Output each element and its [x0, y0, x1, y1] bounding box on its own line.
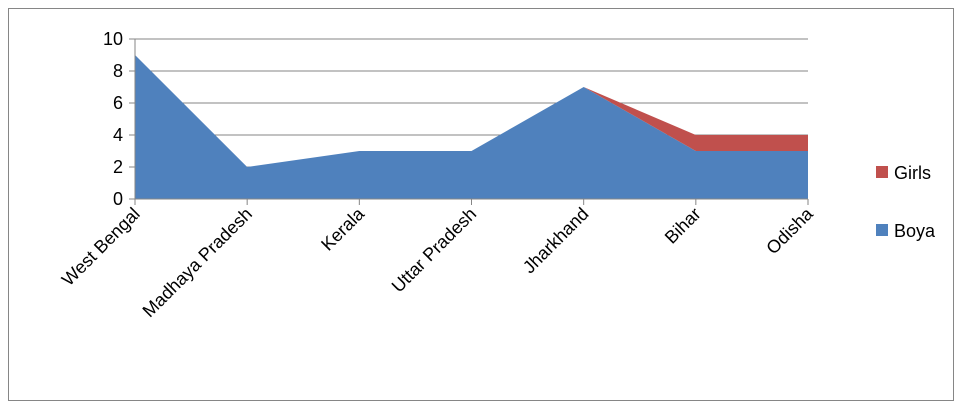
y-tick-label: 10	[103, 29, 123, 49]
x-tick-label: Bihar	[661, 204, 705, 248]
y-tick-label: 2	[113, 157, 123, 177]
legend-label-girls: Girls	[894, 163, 931, 183]
x-tick-label: Madhaya Pradesh	[139, 204, 256, 321]
x-tick-label: Uttar Pradesh	[388, 204, 481, 297]
area-boya	[135, 55, 808, 199]
axes	[129, 38, 809, 205]
y-tick-label: 8	[113, 61, 123, 81]
legend-swatch-boya	[876, 224, 888, 236]
area-girls	[135, 55, 808, 167]
y-tick-label: 6	[113, 93, 123, 113]
legend-swatch-girls	[876, 166, 888, 178]
chart-frame	[8, 8, 954, 401]
y-tick-label: 0	[113, 189, 123, 209]
area-series	[135, 55, 808, 199]
y-axis-tick-labels: 0 2 4 6 8 10	[103, 29, 123, 209]
legend: Girls Boya	[876, 163, 936, 241]
x-tick-label: Jharkhand	[519, 204, 593, 278]
y-tick-label: 4	[113, 125, 123, 145]
x-tick-label: Odisha	[762, 203, 817, 258]
legend-label-boya: Boya	[894, 221, 936, 241]
x-tick-label: Kerala	[317, 203, 369, 255]
x-tick-label: West Bengal	[58, 204, 144, 290]
